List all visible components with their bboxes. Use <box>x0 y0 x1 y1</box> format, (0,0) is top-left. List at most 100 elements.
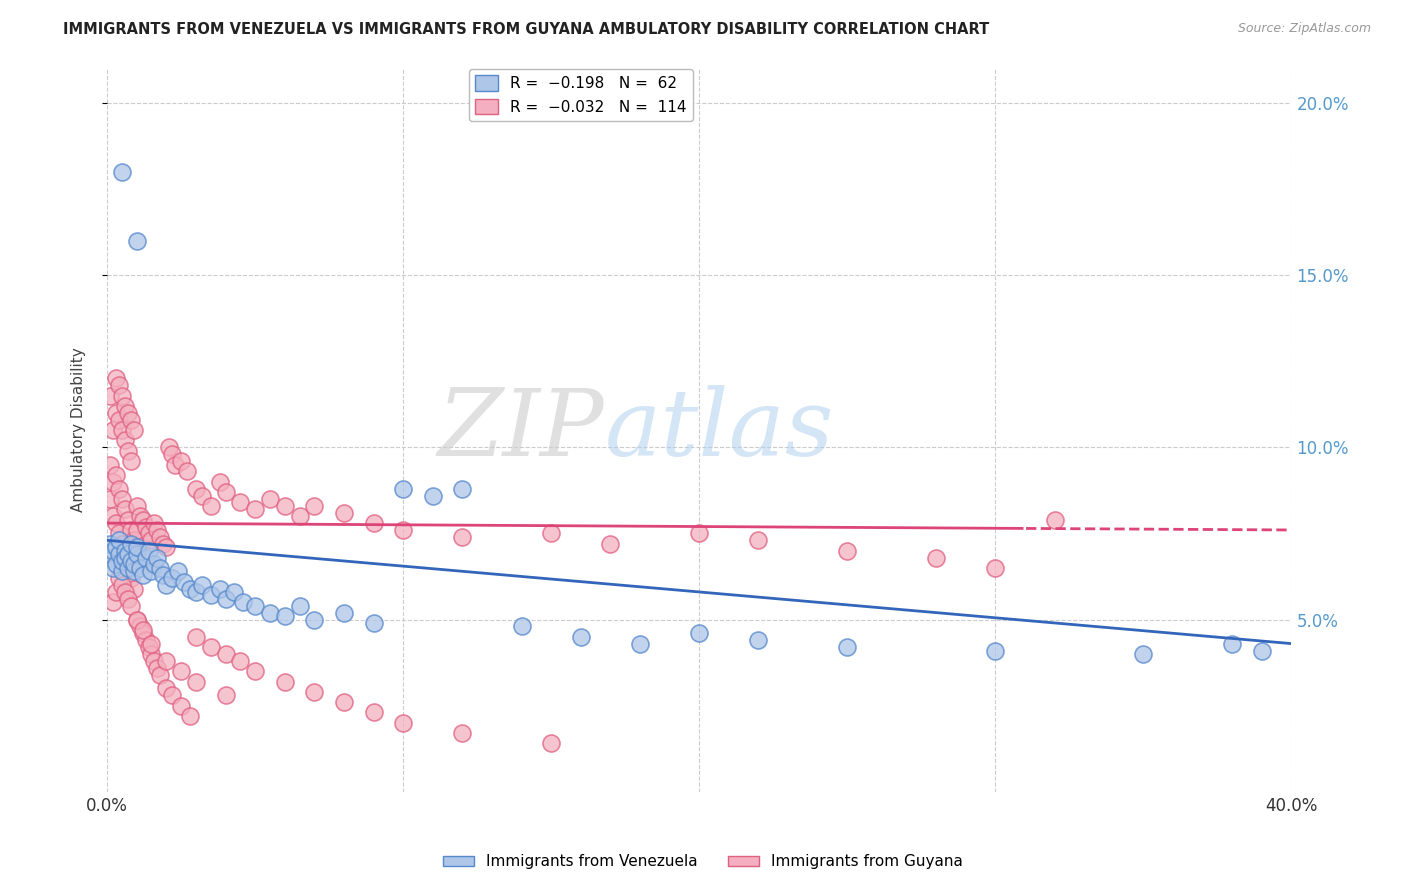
Point <box>540 526 562 541</box>
Point <box>108 413 131 427</box>
Point <box>108 378 131 392</box>
Point <box>149 667 172 681</box>
Point <box>747 633 769 648</box>
Point <box>104 540 127 554</box>
Point <box>214 647 236 661</box>
Point <box>114 550 136 565</box>
Point <box>114 543 136 558</box>
Point <box>243 599 266 613</box>
Point <box>451 482 474 496</box>
Point <box>117 547 139 561</box>
Point <box>125 523 148 537</box>
Point <box>101 595 124 609</box>
Point <box>98 389 121 403</box>
Point <box>120 599 142 613</box>
Point <box>101 561 124 575</box>
Legend: Immigrants from Venezuela, Immigrants from Guyana: Immigrants from Venezuela, Immigrants fr… <box>437 848 969 875</box>
Point <box>288 509 311 524</box>
Point <box>392 482 415 496</box>
Point <box>688 526 710 541</box>
Point <box>125 613 148 627</box>
Point <box>108 526 131 541</box>
Point <box>304 613 326 627</box>
Point <box>111 578 134 592</box>
Point <box>304 685 326 699</box>
Point <box>125 547 148 561</box>
Point <box>111 491 134 506</box>
Point <box>117 561 139 575</box>
Point <box>243 502 266 516</box>
Point <box>200 588 222 602</box>
Point <box>288 599 311 613</box>
Point <box>451 530 474 544</box>
Point <box>101 475 124 489</box>
Text: IMMIGRANTS FROM VENEZUELA VS IMMIGRANTS FROM GUYANA AMBULATORY DISABILITY CORREL: IMMIGRANTS FROM VENEZUELA VS IMMIGRANTS … <box>63 22 990 37</box>
Point <box>214 591 236 606</box>
Point <box>1220 637 1243 651</box>
Point <box>128 509 150 524</box>
Point <box>138 640 160 654</box>
Point <box>117 406 139 420</box>
Point <box>229 654 252 668</box>
Point <box>152 567 174 582</box>
Point <box>243 664 266 678</box>
Point <box>170 664 193 678</box>
Point <box>146 523 169 537</box>
Point <box>155 654 177 668</box>
Point <box>1043 513 1066 527</box>
Point <box>363 615 385 630</box>
Point <box>131 623 153 637</box>
Text: Source: ZipAtlas.com: Source: ZipAtlas.com <box>1237 22 1371 36</box>
Point <box>114 399 136 413</box>
Point <box>540 737 562 751</box>
Point <box>837 640 859 654</box>
Point <box>191 489 214 503</box>
Point <box>224 585 246 599</box>
Point <box>104 558 127 572</box>
Point <box>200 499 222 513</box>
Point <box>984 561 1007 575</box>
Point <box>101 423 124 437</box>
Point <box>333 695 356 709</box>
Point <box>747 533 769 548</box>
Point <box>125 234 148 248</box>
Point <box>111 165 134 179</box>
Point <box>1132 647 1154 661</box>
Legend: R =  −0.198   N =  62, R =  −0.032   N =  114: R = −0.198 N = 62, R = −0.032 N = 114 <box>468 69 693 120</box>
Point <box>108 547 131 561</box>
Point <box>155 578 177 592</box>
Point <box>167 564 190 578</box>
Point <box>214 688 236 702</box>
Point <box>125 499 148 513</box>
Point <box>363 516 385 530</box>
Point <box>184 585 207 599</box>
Point <box>117 561 139 575</box>
Point <box>108 482 131 496</box>
Point <box>111 537 134 551</box>
Point <box>104 406 127 420</box>
Point <box>104 585 127 599</box>
Point <box>111 564 134 578</box>
Point <box>160 688 183 702</box>
Point <box>131 513 153 527</box>
Point <box>149 561 172 575</box>
Point <box>135 633 157 648</box>
Point <box>122 423 145 437</box>
Point <box>363 706 385 720</box>
Point <box>510 619 533 633</box>
Point <box>208 475 231 489</box>
Point <box>184 630 207 644</box>
Point <box>141 564 163 578</box>
Point <box>125 540 148 554</box>
Point <box>98 550 121 565</box>
Point <box>114 585 136 599</box>
Point <box>135 550 157 565</box>
Point <box>184 482 207 496</box>
Point <box>173 574 195 589</box>
Point <box>451 726 474 740</box>
Point <box>232 595 254 609</box>
Point <box>160 447 183 461</box>
Point <box>259 606 281 620</box>
Point <box>274 674 297 689</box>
Point <box>837 543 859 558</box>
